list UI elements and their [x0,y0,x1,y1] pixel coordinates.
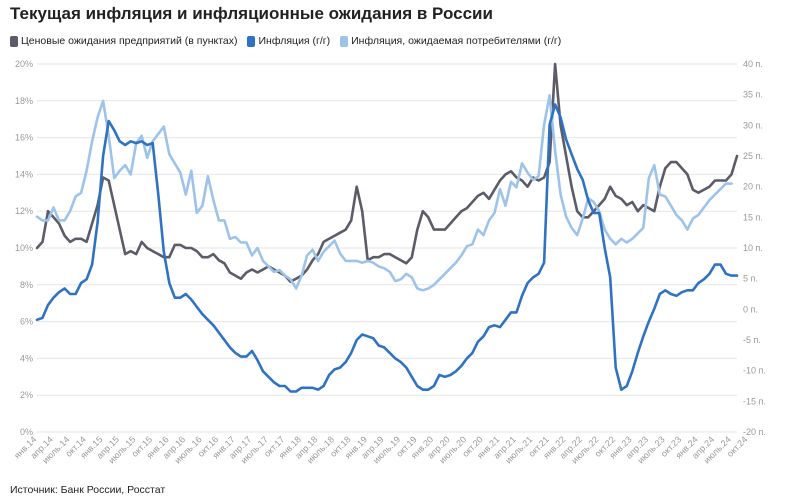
legend-label-inflation: Инфляция (г/г) [258,35,331,47]
legend-swatch-business-expectations [10,35,18,47]
y-right-tick-label: 25 п. [743,151,763,161]
y-left-tick-label: 18% [15,96,33,106]
y-left-tick-label: 10% [15,243,33,253]
chart-title: Текущая инфляция и инфляционные ожидания… [10,4,493,23]
y-right-tick-label: 15 п. [743,212,763,222]
y-right-tick-label: 30 п. [743,120,763,130]
y-left-tick-label: 4% [20,353,33,363]
y-right-tick-label: -10 п. [743,366,766,376]
y-left-tick-label: 6% [20,317,33,327]
y-left-tick-label: 8% [20,280,33,290]
series-line-2 [35,94,733,292]
legend-item-inflation: Инфляция (г/г) [247,35,330,47]
legend-swatch-consumer-expectations [340,35,349,47]
y-right-tick-label: 20 п. [743,182,763,192]
source-note: Источник: Банк России, Росстат [10,484,166,496]
legend: Ценовые ожидания предприятий (в пунктах)… [10,35,561,47]
y-right-tick-label: -5 п. [743,335,761,345]
y-left-tick-label: 2% [20,390,33,400]
series-line-0 [35,62,739,284]
y-right-tick-label: 10 п. [743,243,763,253]
series-line-1 [35,103,739,393]
y-left-tick-label: 0% [20,427,33,437]
legend-item-consumer-expectations: Инфляция, ожидаемая потребителями (г/г) [340,35,561,47]
y-left-tick-label: 20% [15,59,33,69]
legend-label-consumer-expectations: Инфляция, ожидаемая потребителями (г/г) [351,35,562,47]
legend-label-business-expectations: Ценовые ожидания предприятий (в пунктах) [21,35,238,47]
y-left-tick-label: 12% [15,206,33,216]
y-right-tick-label: -15 п. [743,396,766,406]
legend-swatch-inflation [247,35,256,47]
y-right-tick-label: 35 п. [743,90,763,100]
y-left-tick-label: 16% [15,133,33,143]
y-right-tick-label: 5 п. [743,274,758,284]
legend-item-business-expectations: Ценовые ожидания предприятий (в пунктах) [10,35,237,47]
y-right-tick-label: 0 п. [743,304,758,314]
y-left-tick-label: 14% [15,169,33,179]
y-right-tick-label: 40 п. [743,59,763,69]
y-right-tick-label: -20 п. [743,427,766,437]
